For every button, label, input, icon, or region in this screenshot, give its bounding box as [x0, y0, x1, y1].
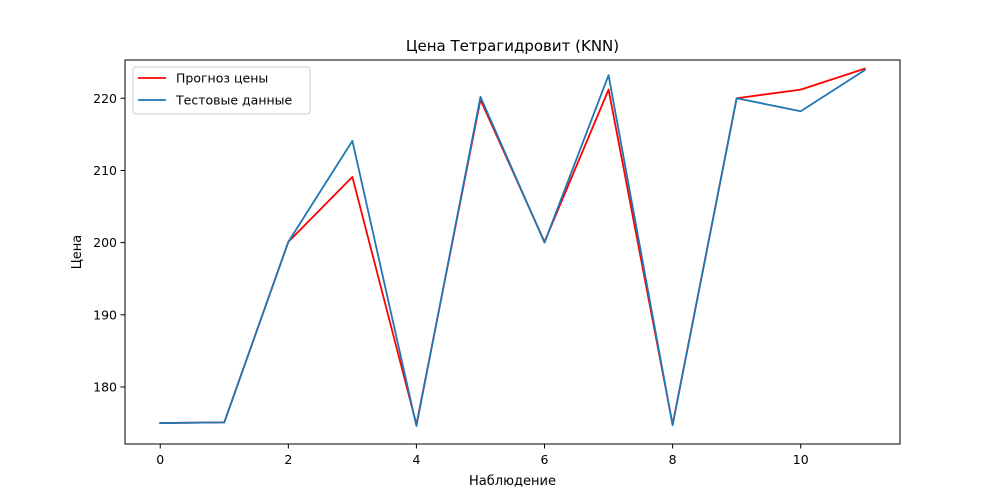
x-tick-label: 0 [156, 452, 164, 467]
y-tick-label: 180 [93, 379, 117, 394]
y-axis-label: Цена [70, 235, 85, 270]
x-tick-label: 6 [541, 452, 549, 467]
legend-box [132, 66, 311, 115]
x-tick-label: 2 [284, 452, 292, 467]
series-line-2 [159, 68, 867, 427]
y-tick-label: 220 [93, 91, 117, 106]
axis-ticks: 0 2 4 6 8 10 180 190 200 210 220 [93, 91, 809, 467]
x-axis-label: Наблюдение [469, 474, 556, 489]
y-tick-label: 190 [93, 307, 117, 322]
plot-area [159, 67, 867, 427]
legend-label-1: Прогноз цены [176, 71, 268, 86]
y-tick-label: 200 [93, 235, 117, 250]
axes-frame [124, 59, 901, 445]
x-tick-label: 10 [793, 452, 809, 467]
y-tick-label: 210 [93, 163, 117, 178]
x-tick-label: 4 [412, 452, 420, 467]
x-tick-label: 8 [669, 452, 677, 467]
legend-label-2: Тестовые данные [175, 93, 293, 108]
chart-title: Цена Тетрагидровит (KNN) [406, 37, 619, 55]
legend: Прогноз цены Тестовые данные [132, 66, 311, 115]
